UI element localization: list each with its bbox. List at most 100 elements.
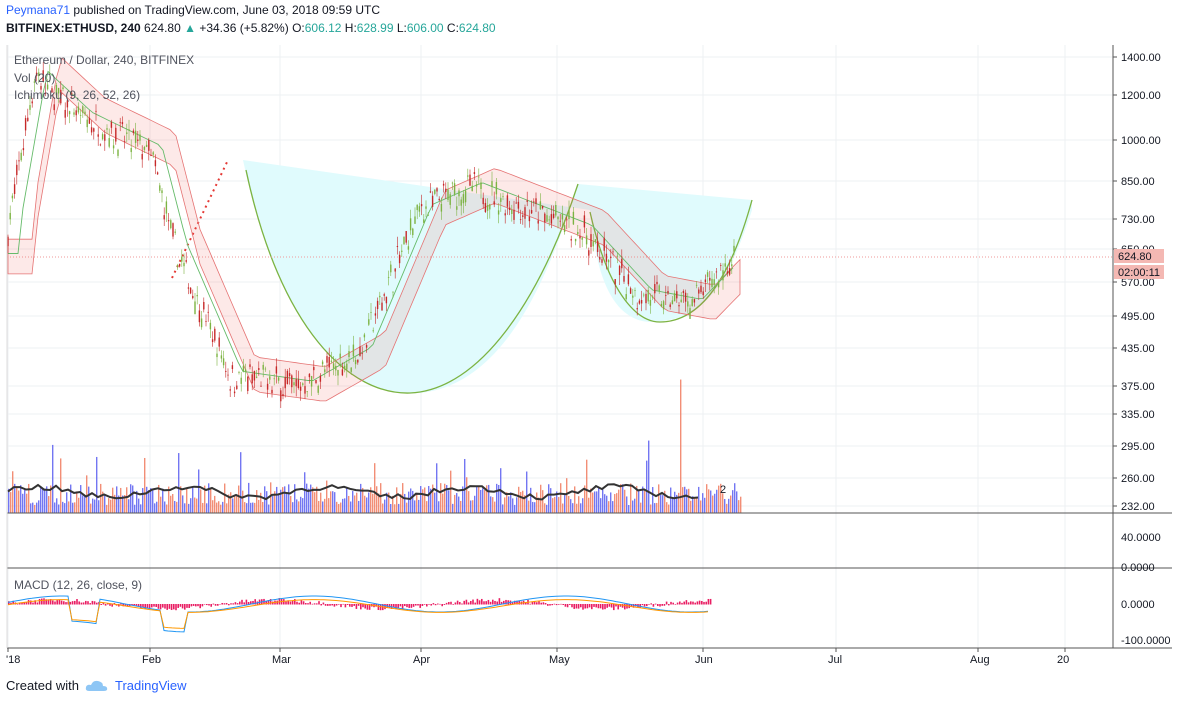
volume-bar [56, 498, 58, 513]
candle-body [40, 86, 42, 90]
up-arrow-icon: ▲ [184, 21, 196, 35]
candle-body [500, 198, 502, 202]
volume-bar [308, 488, 310, 513]
macd-hist-bar [646, 604, 648, 607]
volume-bar [88, 486, 90, 513]
volume-bar [706, 484, 708, 513]
macd-hist-bar [582, 604, 584, 610]
tradingview-cloud-icon [85, 680, 108, 691]
macd-hist-bar [265, 601, 267, 605]
volume-bar [578, 496, 580, 513]
macd-hist-bar [547, 604, 549, 606]
macd-hist-bar [516, 600, 518, 605]
macd-hist-bar [214, 604, 217, 606]
volume-bar [430, 488, 432, 513]
macd-hist-bar [368, 604, 371, 610]
candle-body [610, 256, 612, 259]
candle-body [115, 127, 117, 142]
candle-body [458, 190, 460, 197]
l-label: L: [396, 21, 407, 35]
macd-hist-bar [164, 604, 166, 609]
candle-body [282, 394, 284, 397]
volume-bar [360, 483, 362, 513]
candle-body [436, 188, 438, 192]
candle-body [326, 356, 328, 363]
volume-bar [22, 493, 24, 513]
volume-bar [250, 502, 252, 513]
macd-hist-bar [230, 603, 232, 605]
macd-hist-bar [395, 604, 397, 610]
macd-hist-bar [419, 604, 421, 608]
candle-body [222, 358, 225, 366]
candle-body [713, 279, 715, 285]
volume-bar [644, 490, 646, 513]
candle-body [425, 206, 427, 209]
candle-body [299, 386, 302, 391]
candle-body [365, 345, 368, 348]
volume-bar [18, 490, 20, 513]
macd-hist-bar [670, 601, 672, 605]
volume-bar [204, 485, 206, 513]
candle-body [625, 294, 627, 300]
volume-bar [286, 492, 288, 513]
volume-bar [584, 485, 586, 513]
candle-body [84, 111, 86, 115]
macd-hist-bar [38, 599, 41, 605]
macd-hist-bar [311, 603, 314, 605]
volume-bar [448, 490, 450, 513]
macd-hist-bar [318, 601, 320, 605]
macd-hist-bar [533, 600, 536, 605]
author-link[interactable]: Peymana71 [6, 3, 71, 17]
price-tick-label: 435.00 [1121, 343, 1155, 355]
macd-hist-bar [540, 602, 542, 605]
macd-hist-bar [577, 604, 580, 609]
macd-hist-bar [100, 604, 102, 605]
volume-bar [586, 459, 588, 513]
volume-bar [412, 490, 414, 513]
volume-bar [78, 497, 80, 513]
macd-hist-bar [448, 602, 450, 605]
macd-hist-bar [82, 602, 85, 605]
macd-hist-bar [661, 604, 663, 606]
pane-frames [6, 45, 1172, 649]
publish-text: published on TradingView.com, June 03, 2… [70, 3, 381, 17]
candle-body [724, 263, 726, 267]
candle-body [359, 346, 361, 356]
candle-body [183, 262, 185, 267]
candle-body [194, 301, 196, 315]
candle-body [280, 390, 282, 402]
volume-bar [144, 457, 146, 513]
volume-bar [676, 494, 678, 513]
candle-body [178, 263, 181, 267]
candle-body [409, 218, 412, 231]
candle-body [728, 268, 731, 275]
volume-bar [724, 499, 726, 513]
volume-bar [638, 490, 640, 513]
volume-bar [674, 491, 676, 513]
candle-body [121, 122, 124, 125]
volume-bar [544, 503, 546, 513]
candle-body [24, 118, 27, 131]
candle-body [387, 277, 390, 278]
tradingview-link[interactable]: TradingView [114, 678, 187, 693]
volume-bar [728, 498, 730, 513]
candle-body [418, 206, 421, 212]
macd-hist-bar [137, 604, 140, 607]
candle-body [189, 287, 192, 294]
candle-body [702, 291, 704, 296]
volume-bar [606, 495, 608, 513]
volume-bar [388, 492, 390, 513]
macd-hist-bar [544, 603, 547, 605]
volume-bar [502, 504, 504, 513]
volume-bar [298, 501, 300, 513]
volume-bar [342, 498, 344, 513]
candle-body [286, 370, 289, 385]
volume-bar [472, 500, 474, 513]
volume-bar [368, 492, 370, 513]
candle-body [49, 73, 51, 74]
volume-bar [628, 504, 630, 513]
macd-hist-bar [401, 604, 404, 610]
volume-bar [396, 487, 398, 513]
volume-bar [44, 488, 46, 513]
